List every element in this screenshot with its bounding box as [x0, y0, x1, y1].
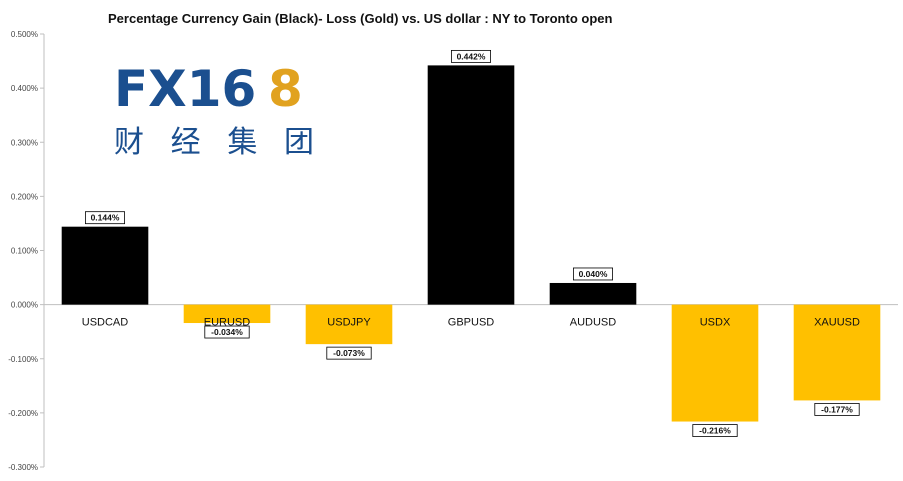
- data-label-gbpusd: 0.442%: [450, 49, 491, 63]
- bar-audusd: [549, 282, 637, 305]
- category-label-audusd: AUDUSD: [570, 317, 617, 329]
- category-label-usdcad: USDCAD: [82, 317, 129, 329]
- logo-chinese-text: 财经集团: [114, 125, 314, 160]
- y-tick-label: 0.400%: [11, 84, 38, 93]
- y-tick-label: -0.300%: [8, 463, 38, 472]
- category-label-gbpusd: GBPUSD: [448, 317, 495, 329]
- category-label-usdx: USDX: [700, 317, 731, 329]
- data-label-text: -0.073%: [333, 348, 365, 358]
- category-label-eurusd: EURUSD: [204, 317, 251, 329]
- data-label-eurusd: -0.034%: [204, 325, 250, 339]
- y-tick-label: 0.500%: [11, 30, 38, 39]
- y-tick-label: -0.200%: [8, 409, 38, 418]
- data-label-box: [692, 424, 738, 437]
- bar-xauusd: [793, 304, 881, 401]
- data-label-box: [814, 403, 860, 416]
- category-label-xauusd: XAUUSD: [814, 317, 860, 329]
- y-tick-label: 0.000%: [11, 301, 38, 310]
- bar-usdcad: [61, 226, 149, 305]
- logo-eight-text: 8: [268, 60, 303, 118]
- data-label-text: -0.216%: [699, 426, 731, 436]
- data-label-box: [204, 325, 250, 339]
- data-label-text: -0.177%: [821, 404, 853, 414]
- fx168-logo: FX16 8 财经集团: [114, 60, 314, 160]
- bar-gbpusd: [427, 65, 515, 305]
- y-tick-label: 0.300%: [11, 138, 38, 147]
- bar-usdjpy: [305, 304, 393, 345]
- data-label-text: -0.034%: [211, 327, 243, 337]
- y-tick-label: 0.100%: [11, 247, 38, 256]
- data-label-xauusd: -0.177%: [814, 403, 860, 416]
- bars: [61, 65, 881, 422]
- labels: USDCAD 0.144% EURUSD-0.034% USDJPY -0.073% GB…: [82, 49, 860, 437]
- y-tick-label: -0.100%: [8, 355, 38, 364]
- data-label-audusd: 0.040%: [573, 267, 614, 281]
- data-label-text: 0.144%: [91, 213, 120, 223]
- data-label-usdjpy: -0.073%: [326, 346, 372, 360]
- bar-eurusd: [183, 304, 271, 324]
- data-label-box: [326, 346, 372, 360]
- data-label-box: [573, 267, 614, 281]
- chart-title: Percentage Currency Gain (Black)- Loss (…: [108, 11, 612, 26]
- logo-fx-text: FX16: [114, 60, 256, 118]
- y-tick-label: 0.200%: [11, 192, 38, 201]
- category-label-usdjpy: USDJPY: [327, 317, 371, 329]
- bar-usdx: [671, 304, 759, 422]
- data-label-usdcad: 0.144%: [85, 211, 126, 225]
- data-label-box: [450, 49, 491, 63]
- data-label-box: [85, 211, 126, 225]
- data-label-text: 0.442%: [457, 51, 486, 61]
- data-label-usdx: -0.216%: [692, 424, 738, 437]
- data-label-text: 0.040%: [579, 269, 608, 279]
